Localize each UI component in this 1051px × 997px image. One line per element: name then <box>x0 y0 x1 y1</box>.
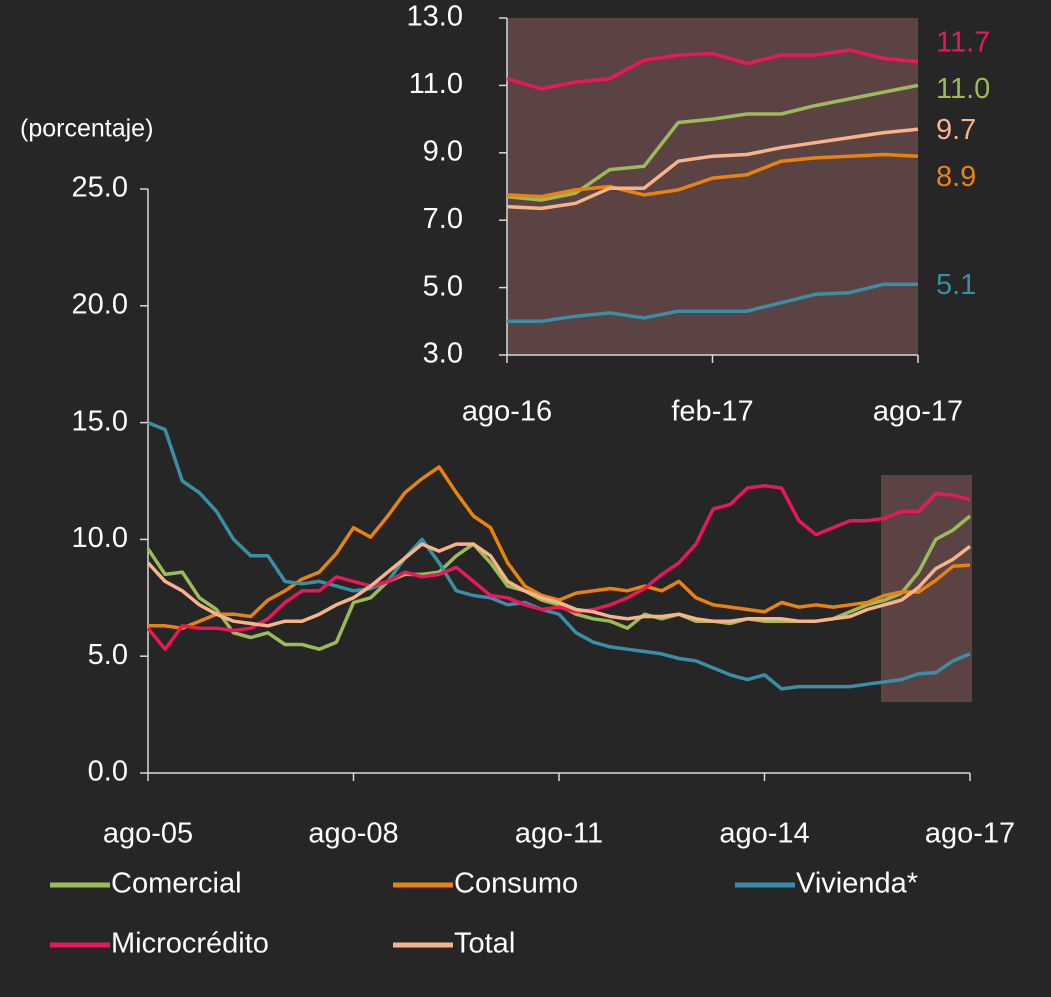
x-tick-label: ago-11 <box>515 818 603 850</box>
inset-background <box>507 18 918 355</box>
end-label: 5.1 <box>936 269 976 301</box>
legend-label: Comercial <box>111 868 242 900</box>
series-line <box>146 542 972 628</box>
y-tick-label: 9.0 <box>423 135 463 167</box>
x-tick-label: ago-16 <box>462 396 552 428</box>
x-tick-label: ago-17 <box>925 818 1015 850</box>
end-label: 11.0 <box>936 73 990 105</box>
series-line <box>148 465 971 630</box>
y-tick-label: 5.0 <box>423 270 463 302</box>
y-tick-label: 0.0 <box>88 756 128 788</box>
y-tick-label: 20.0 <box>72 288 128 320</box>
legend-label: Microcrédito <box>111 928 269 960</box>
legend-label: Vivienda* <box>796 868 918 900</box>
y-tick-label: 7.0 <box>423 203 463 235</box>
y-tick-label: 11.0 <box>409 68 463 100</box>
end-label: 11.7 <box>936 26 990 58</box>
legend-label: Total <box>454 928 515 960</box>
x-tick-label: feb-17 <box>671 396 753 428</box>
y-tick-label: 5.0 <box>88 639 128 671</box>
y-axis-label: (porcentaje) <box>20 115 153 143</box>
y-tick-label: 10.0 <box>72 522 128 554</box>
end-label: 9.7 <box>936 114 976 146</box>
series-line <box>506 152 919 199</box>
x-tick-label: ago-14 <box>719 818 809 850</box>
y-tick-label: 3.0 <box>423 338 463 370</box>
series-line <box>146 483 971 651</box>
y-tick-label: 25.0 <box>72 172 128 204</box>
series-line <box>506 83 919 202</box>
series-line <box>507 282 918 324</box>
x-tick-label: ago-08 <box>308 818 398 850</box>
end-label: 8.9 <box>936 161 976 193</box>
x-tick-label: ago-05 <box>103 818 193 850</box>
y-tick-label: 13.0 <box>407 1 463 33</box>
x-tick-label: ago-17 <box>873 396 963 428</box>
series-line <box>506 48 919 91</box>
series-line <box>506 127 919 211</box>
series-line <box>147 420 971 691</box>
legend-label: Consumo <box>454 868 578 900</box>
y-tick-label: 15.0 <box>72 405 128 437</box>
series-line <box>146 514 972 651</box>
